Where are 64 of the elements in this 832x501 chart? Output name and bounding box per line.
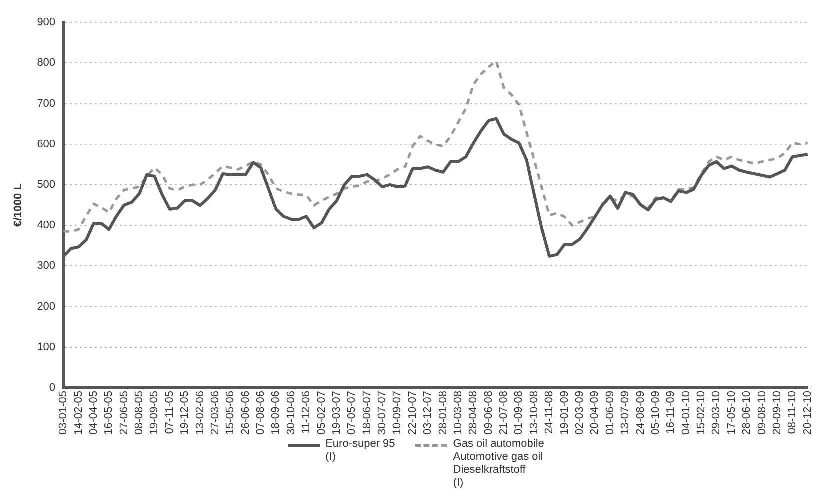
x-tick-label: 04-01-10	[680, 390, 692, 436]
y-tick-label: 0	[49, 382, 56, 394]
x-tick-label: 17-05-10	[726, 390, 738, 436]
y-tick-label: 600	[37, 138, 56, 150]
y-tick-label: 200	[37, 300, 56, 313]
x-tick-label: 16-05-05	[103, 390, 116, 436]
x-tick-label: 15-02-10	[696, 390, 708, 436]
x-tick-label: 08-11-10	[786, 390, 799, 434]
x-tick-label: 20-12-10	[802, 390, 814, 436]
x-tick-label: 18-09-06	[270, 390, 282, 436]
x-tick-label: 13-10-08	[528, 390, 540, 436]
legend-label: Euro-super 95 (I)	[326, 438, 396, 464]
y-tick-label: 800	[37, 57, 56, 70]
x-tick-label: 22-10-07	[406, 390, 419, 436]
x-tick-label: 13-02-06	[194, 390, 206, 436]
x-tick-label: 30-07-07	[376, 390, 389, 436]
y-tick-label: 300	[37, 260, 56, 272]
x-tick-label: 03-01-05	[58, 390, 70, 436]
x-tick-label: 08-08-05	[134, 390, 146, 436]
x-tick-label: 19-01-09	[558, 390, 571, 436]
x-tick-label: 19-09-05	[148, 390, 161, 436]
x-tick-label: 19-12-05	[179, 390, 192, 436]
x-tick-label: 19-03-07	[330, 390, 343, 436]
y-tick-label: 100	[37, 341, 56, 354]
y-tick-label: 700	[37, 98, 56, 110]
x-tick-label: 03-12-07	[422, 390, 434, 436]
x-tick-label: 07-08-06	[255, 390, 268, 436]
x-tick-label: 21-07-08	[498, 390, 510, 436]
x-tick-label: 09-08-10	[756, 390, 768, 436]
x-tick-label: 10-03-08	[452, 390, 464, 436]
x-tick-label: 27-03-06	[209, 390, 222, 436]
y-axis-title: €/1000 L	[12, 183, 25, 227]
x-tick-label: 24-11-08	[544, 390, 556, 434]
x-tick-label: 28-06-10	[741, 390, 754, 436]
y-tick-label: 500	[37, 179, 56, 192]
x-tick-label: 30-10-06	[285, 390, 298, 436]
x-tick-label: 13-07-09	[620, 390, 632, 436]
x-tick-label: 15-05-06	[224, 390, 237, 436]
x-tick-label: 20-09-10	[771, 390, 784, 436]
x-tick-label: 28-04-08	[468, 390, 480, 436]
x-tick-label: 26-06-06	[240, 390, 252, 436]
x-tick-label: 11-12-06	[300, 390, 313, 434]
x-tick-label: 07-05-07	[346, 390, 358, 436]
y-tick-label: 400	[37, 220, 56, 232]
x-tick-label: 14-02-05	[72, 390, 85, 436]
legend-label: Gas oil automobile Automotive gas oil Dieselkraftstoff (I)	[453, 438, 544, 490]
x-tick-label: 05-10-09	[650, 390, 662, 436]
x-tick-label: 27-06-05	[118, 390, 130, 436]
y-tick-label: 900	[37, 16, 56, 29]
x-tick-label: 09-06-08	[482, 390, 495, 436]
x-tick-label: 18-06-07	[361, 390, 374, 436]
x-tick-label: 10-09-07	[392, 390, 404, 436]
x-tick-label: 16-11-09	[665, 390, 678, 434]
x-tick-label: 01-09-08	[513, 390, 526, 436]
x-tick-label: 04-04-05	[88, 390, 100, 436]
x-tick-label: 29-03-10	[710, 390, 723, 436]
line-series	[62, 60, 810, 233]
x-tick-label: 24-08-09	[634, 390, 647, 436]
x-tick-label: 28-01-08	[437, 390, 450, 436]
x-tick-label: 07-11-05	[164, 390, 176, 434]
x-tick-label: 02-03-09	[574, 390, 586, 436]
x-tick-label: 01-06-09	[604, 390, 616, 436]
x-tick-label: 20-04-09	[589, 390, 602, 436]
x-tick-label: 05-02-07	[316, 390, 328, 436]
